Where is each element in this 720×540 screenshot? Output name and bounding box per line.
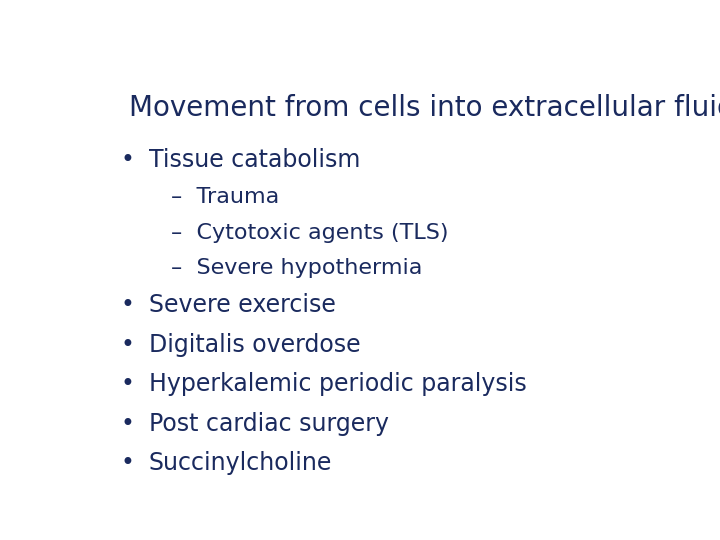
Text: Severe exercise: Severe exercise: [148, 293, 336, 318]
Text: •: •: [121, 293, 135, 318]
Text: –  Severe hypothermia: – Severe hypothermia: [171, 258, 423, 278]
Text: Post cardiac surgery: Post cardiac surgery: [148, 412, 389, 436]
Text: –  Trauma: – Trauma: [171, 187, 279, 207]
Text: •: •: [121, 373, 135, 396]
Text: •: •: [121, 451, 135, 476]
Text: Hyperkalemic periodic paralysis: Hyperkalemic periodic paralysis: [148, 373, 526, 396]
Text: •: •: [121, 333, 135, 357]
Text: Movement from cells into extracellular fluid: Movement from cells into extracellular f…: [129, 94, 720, 122]
Text: –  Cytotoxic agents (TLS): – Cytotoxic agents (TLS): [171, 223, 449, 243]
Text: •: •: [121, 412, 135, 436]
Text: Digitalis overdose: Digitalis overdose: [148, 333, 360, 357]
Text: Succinylcholine: Succinylcholine: [148, 451, 332, 476]
Text: Tissue catabolism: Tissue catabolism: [148, 148, 360, 172]
Text: •: •: [121, 148, 135, 172]
